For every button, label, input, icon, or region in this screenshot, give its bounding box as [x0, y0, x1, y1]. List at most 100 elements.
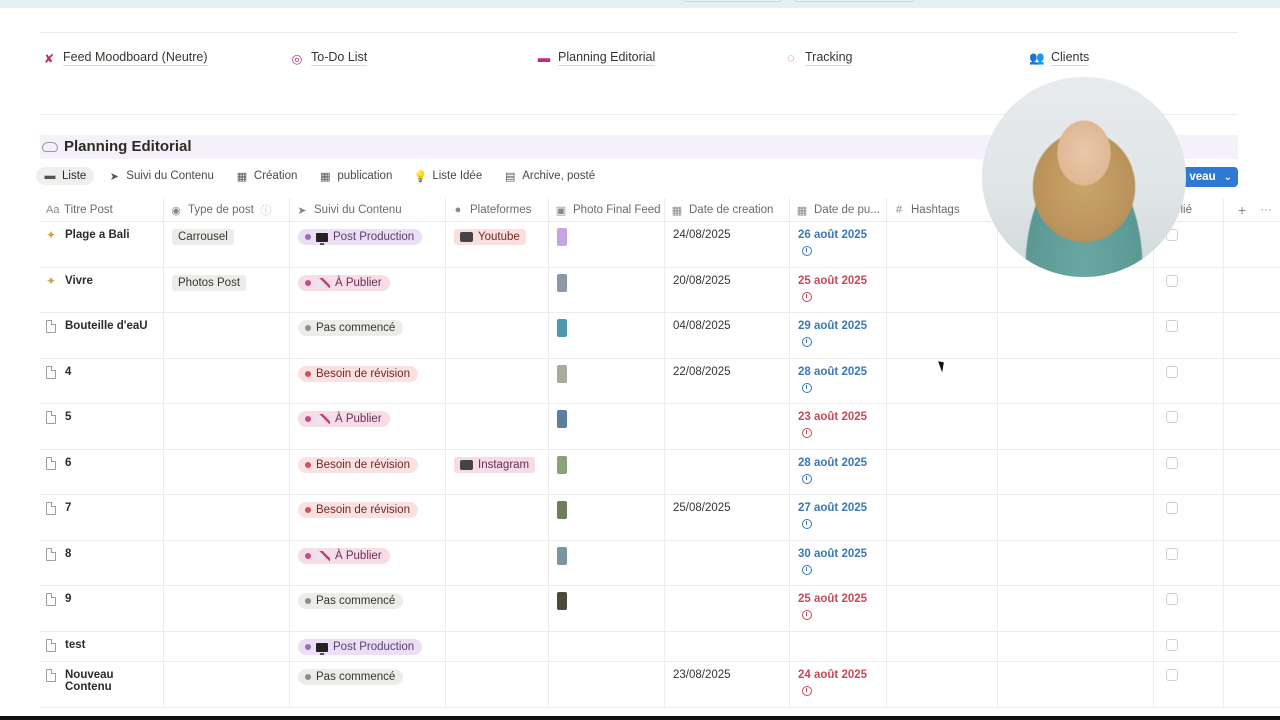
view-tab-liste[interactable]: ▬ Liste — [36, 167, 95, 185]
cell-hashtags[interactable] — [886, 632, 997, 661]
cell-publish-date[interactable]: 24 août 2025 — [789, 662, 886, 707]
cell-platform[interactable] — [445, 541, 548, 585]
cell-published[interactable] — [1153, 313, 1223, 358]
column-header[interactable]: ● Plateformes — [445, 198, 548, 222]
cell-creation-date[interactable] — [664, 404, 789, 449]
cell-photo[interactable] — [548, 359, 664, 403]
cell-publish-date[interactable]: 28 août 2025 — [789, 359, 886, 403]
cell-published[interactable] — [1153, 495, 1223, 540]
table-row[interactable]: 9 Pas commencé 25 août 2025 — [40, 586, 1280, 632]
cell-empty[interactable] — [997, 495, 1153, 540]
cell-published[interactable] — [1153, 541, 1223, 585]
database-title[interactable]: Planning Editorial — [42, 138, 192, 155]
cell-photo[interactable] — [548, 541, 664, 585]
cell-published[interactable] — [1153, 662, 1223, 707]
column-header[interactable]: Aa Titre Post — [40, 198, 163, 222]
table-row[interactable]: 8 À Publier 30 août 2025 — [40, 541, 1280, 586]
cell-empty[interactable] — [997, 662, 1153, 707]
cell-empty[interactable] — [997, 632, 1153, 661]
cell-creation-date[interactable] — [664, 632, 789, 661]
published-checkbox[interactable] — [1166, 669, 1178, 681]
column-header[interactable]: ▣ Photo Final Feed — [548, 198, 664, 222]
cell-photo[interactable] — [548, 632, 664, 661]
cell-empty[interactable] — [997, 268, 1153, 312]
cell-photo[interactable] — [548, 495, 664, 540]
cell-type[interactable] — [163, 450, 289, 494]
cell-empty[interactable] — [997, 222, 1153, 267]
published-checkbox[interactable] — [1166, 411, 1178, 423]
cell-empty[interactable] — [997, 313, 1153, 358]
more-options-button[interactable]: ··· — [1260, 204, 1272, 216]
photo-thumbnail[interactable] — [557, 410, 567, 428]
view-tab-archive-post-[interactable]: ▤ Archive, posté — [496, 167, 603, 185]
cell-creation-date[interactable] — [664, 450, 789, 494]
table-row[interactable]: ✦ Vivre Photos Post À Publier 20/08/2025 25 a… — [40, 268, 1280, 313]
published-checkbox[interactable] — [1166, 320, 1178, 332]
cell-creation-date[interactable]: 22/08/2025 — [664, 359, 789, 403]
cell-platform[interactable] — [445, 359, 548, 403]
cell-hashtags[interactable] — [886, 495, 997, 540]
cell-publish-date[interactable]: 25 août 2025 — [789, 586, 886, 631]
cell-status[interactable]: Besoin de révision — [289, 450, 445, 494]
cell-status[interactable]: Pas commencé — [289, 662, 445, 707]
cell-type[interactable] — [163, 359, 289, 403]
table-row[interactable]: ✦ Plage a Bali Carrousel Post Production You… — [40, 222, 1280, 268]
column-header[interactable]: ➤ Suivi du Contenu — [289, 198, 445, 222]
cell-empty[interactable] — [997, 450, 1153, 494]
column-header[interactable]: # Hashtags — [886, 198, 997, 222]
cell-platform[interactable]: Instagram — [445, 450, 548, 494]
cell-published[interactable] — [1153, 450, 1223, 494]
published-checkbox[interactable] — [1166, 366, 1178, 378]
published-checkbox[interactable] — [1166, 275, 1178, 287]
cell-empty[interactable] — [997, 541, 1153, 585]
cell-type[interactable] — [163, 404, 289, 449]
cell-platform[interactable] — [445, 662, 548, 707]
published-checkbox[interactable] — [1166, 593, 1178, 605]
cell-status[interactable]: Besoin de révision — [289, 495, 445, 540]
cell-empty[interactable] — [997, 359, 1153, 403]
cell-status[interactable]: À Publier — [289, 268, 445, 312]
table-row[interactable]: test Post Production — [40, 632, 1280, 662]
cell-published[interactable] — [1153, 632, 1223, 661]
cell-title[interactable]: 4 — [40, 359, 163, 403]
cell-status[interactable]: Post Production — [289, 222, 445, 267]
cell-type[interactable]: Carrousel — [163, 222, 289, 267]
cell-type[interactable] — [163, 632, 289, 661]
column-header[interactable]: ▦ Date de pu... — [789, 198, 886, 222]
cell-hashtags[interactable] — [886, 586, 997, 631]
table-row[interactable]: 4 Besoin de révision 22/08/2025 28 août 202… — [40, 359, 1280, 404]
cell-creation-date[interactable]: 20/08/2025 — [664, 268, 789, 312]
cell-platform[interactable] — [445, 313, 548, 358]
table-row[interactable]: 5 À Publier 23 août 2025 — [40, 404, 1280, 450]
add-column-button[interactable]: + — [1238, 202, 1247, 218]
cell-creation-date[interactable] — [664, 586, 789, 631]
cell-empty[interactable] — [997, 404, 1153, 449]
cell-photo[interactable] — [548, 450, 664, 494]
cell-title[interactable]: ✦ Vivre — [40, 268, 163, 312]
cell-hashtags[interactable] — [886, 222, 997, 267]
info-icon[interactable]: ⓘ — [260, 205, 272, 217]
cell-photo[interactable] — [548, 662, 664, 707]
photo-thumbnail[interactable] — [557, 274, 567, 292]
cell-status[interactable]: À Publier — [289, 541, 445, 585]
photo-thumbnail[interactable] — [557, 319, 567, 337]
photo-thumbnail[interactable] — [557, 547, 567, 565]
photo-thumbnail[interactable] — [557, 592, 567, 610]
cell-title[interactable]: Bouteille d'eaU — [40, 313, 163, 358]
column-header[interactable]: ▦ Date de creation — [664, 198, 789, 222]
cell-title[interactable]: 6 — [40, 450, 163, 494]
cell-photo[interactable] — [548, 586, 664, 631]
cell-published[interactable] — [1153, 586, 1223, 631]
cell-title[interactable]: 5 — [40, 404, 163, 449]
cell-title[interactable]: 7 — [40, 495, 163, 540]
published-checkbox[interactable] — [1166, 457, 1178, 469]
cell-creation-date[interactable]: 04/08/2025 — [664, 313, 789, 358]
link-feed-moodboard-neutre[interactable]: ✘ Feed Moodboard (Neutre) — [42, 50, 208, 66]
cell-creation-date[interactable]: 25/08/2025 — [664, 495, 789, 540]
top-button-2[interactable] — [793, 0, 915, 2]
cell-creation-date[interactable]: 23/08/2025 — [664, 662, 789, 707]
cell-status[interactable]: Post Production — [289, 632, 445, 661]
published-checkbox[interactable] — [1166, 548, 1178, 560]
cell-type[interactable] — [163, 541, 289, 585]
link-tracking[interactable]: ◌ Tracking — [784, 50, 853, 66]
